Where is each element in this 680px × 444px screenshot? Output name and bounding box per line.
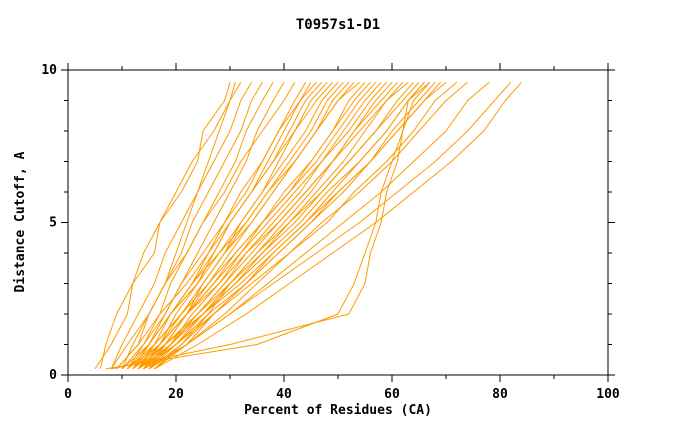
curve-line <box>127 81 409 370</box>
curve-line <box>126 81 274 370</box>
curve-line <box>137 81 344 370</box>
curve-line <box>137 81 431 370</box>
x-tick-label: 20 <box>168 387 184 402</box>
curve-line <box>143 81 512 370</box>
curve-line <box>121 81 317 370</box>
curve-line <box>121 81 360 370</box>
curve-line <box>148 81 366 370</box>
curve-line <box>143 81 382 370</box>
curve-line <box>111 81 431 370</box>
axes-group: 0 20 40 60 80 100 0 5 10 <box>41 63 620 402</box>
curve-line <box>110 81 296 370</box>
y-axis-label: Distance Cutoff, A <box>13 151 28 292</box>
curve-line <box>110 81 253 370</box>
curve-line <box>154 81 393 370</box>
y-tick-label: 5 <box>49 216 57 231</box>
curve-line <box>116 81 333 370</box>
curves-group <box>94 81 522 370</box>
chart-title: T0957s1-D1 <box>296 17 380 33</box>
curve-line <box>132 81 285 370</box>
curve-line <box>132 81 420 370</box>
x-tick-label: 0 <box>64 387 72 402</box>
x-tick-label: 80 <box>492 387 508 402</box>
x-tick-label: 40 <box>276 387 292 402</box>
x-tick-label: 60 <box>384 387 400 402</box>
curve-line <box>121 81 263 370</box>
x-tick-label: 100 <box>596 387 620 402</box>
curve-line <box>154 81 425 370</box>
curve-line <box>154 81 458 370</box>
y-tick-label: 10 <box>41 63 57 78</box>
y-tick-label: 0 <box>49 368 57 383</box>
curve-line <box>105 81 425 370</box>
curve-line <box>99 81 242 370</box>
curve-line <box>116 82 236 370</box>
curve-line <box>137 81 468 370</box>
curve-line <box>127 81 377 370</box>
x-axis-label: Percent of Residues (CA) <box>244 403 432 418</box>
